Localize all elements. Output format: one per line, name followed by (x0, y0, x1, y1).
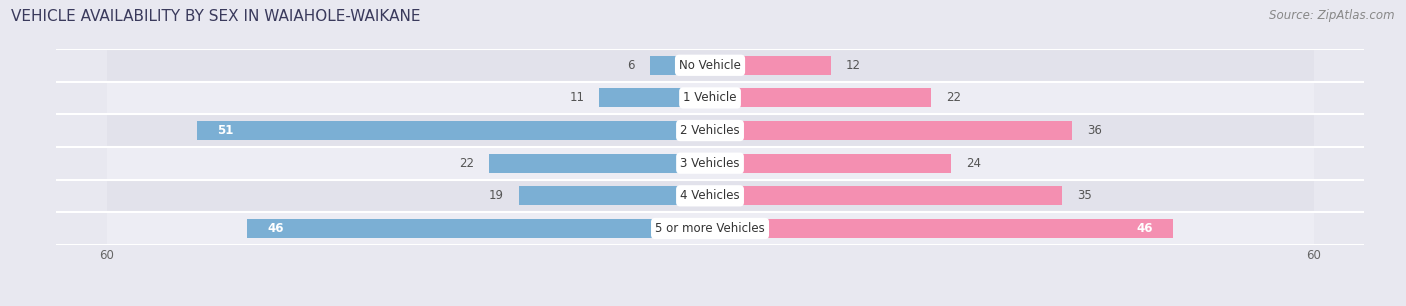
Text: 36: 36 (1087, 124, 1102, 137)
Bar (710, 121, 1073, 140)
Bar (489, 154, 710, 173)
Bar (107, 114, 1313, 147)
Text: 3 Vehicles: 3 Vehicles (681, 157, 740, 170)
Text: 2 Vehicles: 2 Vehicles (681, 124, 740, 137)
Bar (710, 88, 931, 107)
Text: 51: 51 (217, 124, 233, 137)
Bar (710, 219, 1173, 238)
Text: 35: 35 (1077, 189, 1092, 202)
Bar (107, 212, 1313, 245)
Text: 46: 46 (267, 222, 284, 235)
Bar (519, 186, 710, 205)
Bar (599, 88, 710, 107)
Bar (107, 180, 1313, 212)
Text: 1 Vehicle: 1 Vehicle (683, 91, 737, 104)
Bar (107, 147, 1313, 180)
Text: 24: 24 (966, 157, 981, 170)
Bar (710, 186, 1062, 205)
Text: 19: 19 (489, 189, 503, 202)
Text: 4 Vehicles: 4 Vehicles (681, 189, 740, 202)
Text: Source: ZipAtlas.com: Source: ZipAtlas.com (1270, 9, 1395, 22)
Text: 22: 22 (946, 91, 962, 104)
Text: 22: 22 (458, 157, 474, 170)
Bar (107, 82, 1313, 114)
Bar (710, 154, 952, 173)
Text: 5 or more Vehicles: 5 or more Vehicles (655, 222, 765, 235)
Text: No Vehicle: No Vehicle (679, 59, 741, 72)
Text: 11: 11 (569, 91, 585, 104)
Text: 12: 12 (846, 59, 860, 72)
Bar (197, 121, 710, 140)
Bar (650, 56, 710, 75)
Bar (247, 219, 710, 238)
Bar (107, 49, 1313, 82)
Text: VEHICLE AVAILABILITY BY SEX IN WAIAHOLE-WAIKANE: VEHICLE AVAILABILITY BY SEX IN WAIAHOLE-… (11, 9, 420, 24)
Bar (710, 56, 831, 75)
Text: 46: 46 (1136, 222, 1153, 235)
Text: 6: 6 (627, 59, 634, 72)
